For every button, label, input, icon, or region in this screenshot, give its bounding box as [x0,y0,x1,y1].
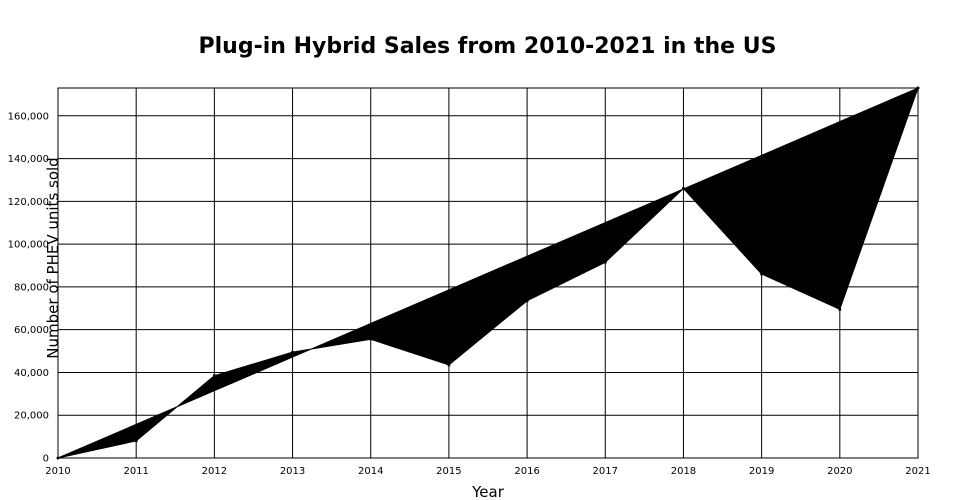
data-point-2018 [681,187,685,191]
y-axis-title: Number of PHEV units sold [44,157,62,358]
data-point-2019 [760,272,764,276]
x-tick-label-2013: 2013 [280,466,305,477]
y-tick-label-140,000: 140,000 [8,154,49,165]
y-tick-label-0: 0 [43,454,49,465]
x-tick-label-2016: 2016 [514,466,539,477]
x-axis-ticks: 2010 2011 2012 2013 2014 2015 2016 2017 2018 2019… [45,466,930,477]
y-tick-label-100,000: 100,000 [8,240,49,251]
x-tick-label-2019: 2019 [749,466,774,477]
x-tick-label-2010: 2010 [45,466,70,477]
data-point-2021 [916,86,920,90]
data-point-2017 [603,260,607,264]
y-tick-label-60,000: 60,000 [14,325,49,336]
x-tick-label-2018: 2018 [671,466,696,477]
y-tick-label-40,000: 40,000 [14,368,49,379]
x-tick-label-2012: 2012 [202,466,227,477]
data-point-2013 [291,350,295,354]
y-tick-label-120,000: 120,000 [8,197,49,208]
area-layer [56,86,920,460]
data-point-2015 [447,363,451,367]
data-point-2016 [525,299,529,303]
data-point-2014 [369,337,373,341]
x-tick-label-2015: 2015 [436,466,461,477]
data-point-2010 [56,456,60,460]
chart-title: Plug-in Hybrid Sales from 2010-2021 in t… [198,34,777,59]
x-tick-label-2011: 2011 [123,466,148,477]
x-tick-label-2021: 2021 [905,466,930,477]
data-point-2011 [134,439,138,443]
area-fill [57,87,919,459]
y-axis-ticks: 0 20,000 40,000 60,000 80,000 100,000 120,000 1… [8,111,49,464]
x-tick-label-2020: 2020 [827,466,852,477]
y-tick-label-160,000: 160,000 [8,111,49,122]
x-axis-title: Year [471,483,505,500]
data-point-2020 [838,307,842,311]
y-tick-label-80,000: 80,000 [14,282,49,293]
x-tick-label-2014: 2014 [358,466,383,477]
x-tick-label-2017: 2017 [593,466,618,477]
y-tick-label-20,000: 20,000 [14,411,49,422]
data-point-2012 [212,374,216,378]
